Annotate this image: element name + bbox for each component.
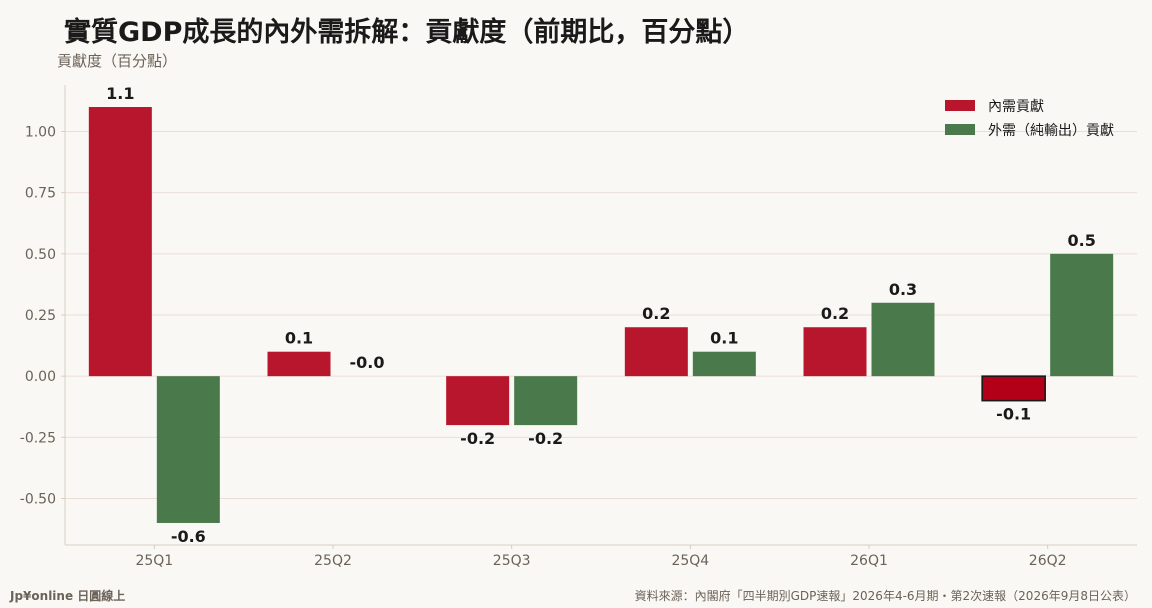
bars	[88, 107, 1114, 523]
bar-external	[1050, 253, 1114, 377]
bar-domestic	[446, 376, 510, 426]
brand-label: Jp¥online 日圓線上	[10, 589, 126, 603]
value-labels: 1.1 -0.6 0.1 -0.0 -0.2 -0.2 0.2 0.1 0.2 0.3 -0.1 0.…	[106, 84, 1096, 546]
value-label: -0.1	[996, 405, 1031, 424]
legend-swatch	[945, 124, 975, 135]
chart-title: 實質GDP成長的內外需拆解：貢獻度（前期比，百分點）	[64, 17, 750, 48]
axes: 1.00 0.75 0.50 0.25 0.00 -0.25 -0.50 25Q1 25Q2 25…	[20, 85, 1137, 569]
value-label: 0.3	[889, 280, 917, 299]
legend-label: 內需貢獻	[988, 99, 1044, 115]
bar-domestic	[624, 327, 688, 377]
x-tick-label: 25Q3	[493, 553, 531, 569]
value-label: -0.2	[528, 429, 563, 448]
grid-lines	[65, 130, 1137, 500]
value-label: 0.2	[821, 304, 849, 323]
value-label: -0.6	[171, 527, 206, 546]
bar-domestic	[981, 375, 1046, 402]
value-label: -0.2	[460, 429, 495, 448]
value-label: 0.1	[710, 329, 738, 348]
value-label: -0.0	[350, 353, 385, 372]
legend-label: 外需（純輸出）貢獻	[988, 123, 1114, 139]
x-tick-label: 25Q2	[314, 553, 352, 569]
bar-external	[871, 302, 935, 377]
bar-external	[692, 351, 756, 377]
y-axis-label: 貢獻度（百分點）	[57, 52, 178, 70]
x-tick-label: 25Q4	[671, 553, 709, 569]
source-note: 資料來源：內閣府「四半期別GDP速報」2026年4-6月期・第2次速報（2026…	[634, 589, 1136, 603]
x-tick-label: 26Q2	[1029, 553, 1067, 569]
y-tick-label: 0.50	[25, 247, 56, 263]
x-tick-label: 26Q1	[850, 553, 888, 569]
value-label: 0.1	[285, 329, 313, 348]
value-label: 0.5	[1067, 231, 1095, 250]
y-tick-label: -0.50	[20, 492, 56, 508]
bar-external	[156, 376, 220, 523]
x-tick-label: 25Q1	[135, 553, 173, 569]
y-tick-label: 0.00	[25, 369, 56, 385]
bar-domestic	[803, 327, 867, 377]
value-label: 1.1	[106, 84, 134, 103]
bar-domestic	[88, 107, 152, 377]
y-tick-label: 0.75	[25, 186, 56, 202]
bar-external	[514, 376, 578, 426]
y-tick-label: -0.25	[20, 430, 56, 446]
y-tick-label: 0.25	[25, 308, 56, 324]
bar-domestic	[267, 351, 331, 377]
value-label: 0.2	[642, 304, 670, 323]
y-tick-label: 1.00	[25, 124, 56, 140]
legend-swatch	[945, 100, 975, 111]
